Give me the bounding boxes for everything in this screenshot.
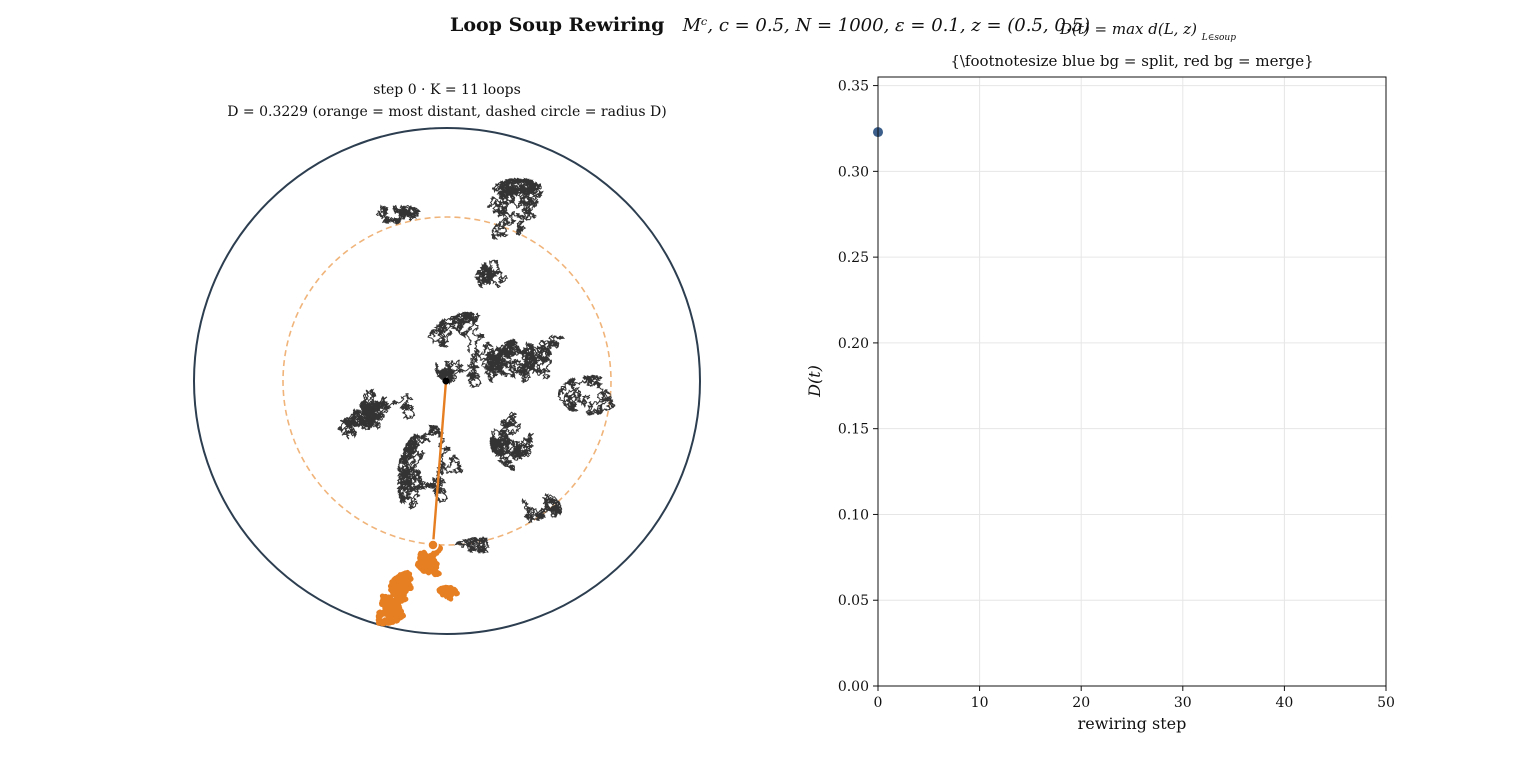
plot-frame [877,76,1387,687]
x-tick-label: 40 [1275,695,1293,711]
y-tick-label: 0.15 [838,422,869,438]
loop-path [480,334,566,384]
y-tick-label: 0.20 [838,336,869,352]
x-tick-label: 10 [971,695,989,711]
y-tick-label: 0.05 [838,593,869,609]
most-distant-loop-path [414,543,443,578]
radius-d-circle [282,216,612,546]
loop-path [396,424,464,510]
y-axis-label: D(t) [805,365,824,398]
y-tick-label: 0.10 [838,507,869,523]
center-point-z [442,377,450,385]
loop-path [427,311,498,389]
formula-main: D(t) = max d(L, z) [1060,20,1197,38]
loop-path [486,177,544,240]
y-tick-label: 0.30 [838,164,869,180]
loop-path [337,408,374,440]
loop-path [454,535,490,554]
y-tick-label: 0.00 [838,679,869,695]
loop-path [521,492,563,524]
loop-soup [337,177,616,627]
most-distant-loop-path [375,593,406,627]
left-panel-subtitle-line1: step 0 · K = 11 loops [373,82,521,98]
x-ticks: 0 10 20 30 40 50 [874,686,1395,711]
x-tick-label: 0 [874,695,883,711]
x-tick-label: 30 [1174,695,1192,711]
y-ticks: 0.00 0.05 0.10 0.15 0.20 0.25 0.30 0.35 [838,79,878,695]
formula-subscript: L∈soup [1201,33,1236,43]
distance-segment [431,380,448,546]
most-distant-loop-path [436,584,460,602]
left-panel-subtitle-line2: D = 0.3229 (orange = most distant, dashe… [227,104,667,120]
loop-path [375,204,421,225]
right-panel-title: {\footnotesize blue bg = split, red bg =… [950,52,1314,70]
loop-path [557,374,616,416]
closest-point-marker [427,539,439,551]
unit-disk-boundary [193,127,701,635]
x-tick-label: 20 [1072,695,1090,711]
figure-title: Loop Soup Rewiring Mᶜ, c = 0.5, N = 1000… [0,14,1540,36]
loop-path [473,259,509,289]
x-axis-label: rewiring step [1078,714,1187,733]
loop-path [489,411,535,472]
most-distant-loop-path [387,569,414,604]
x-tick-label: 50 [1377,695,1395,711]
y-tick-label: 0.25 [838,250,869,266]
figure-title-params: Mᶜ, c = 0.5, N = 1000, ε = 0.1, z = (0.5… [682,15,1091,36]
figure-title-bold: Loop Soup Rewiring [449,14,665,36]
plot-area [878,77,1386,686]
y-tick-label: 0.35 [838,79,869,95]
right-panel-formula: D(t) = max d(L, z) L∈soup [1060,20,1236,43]
